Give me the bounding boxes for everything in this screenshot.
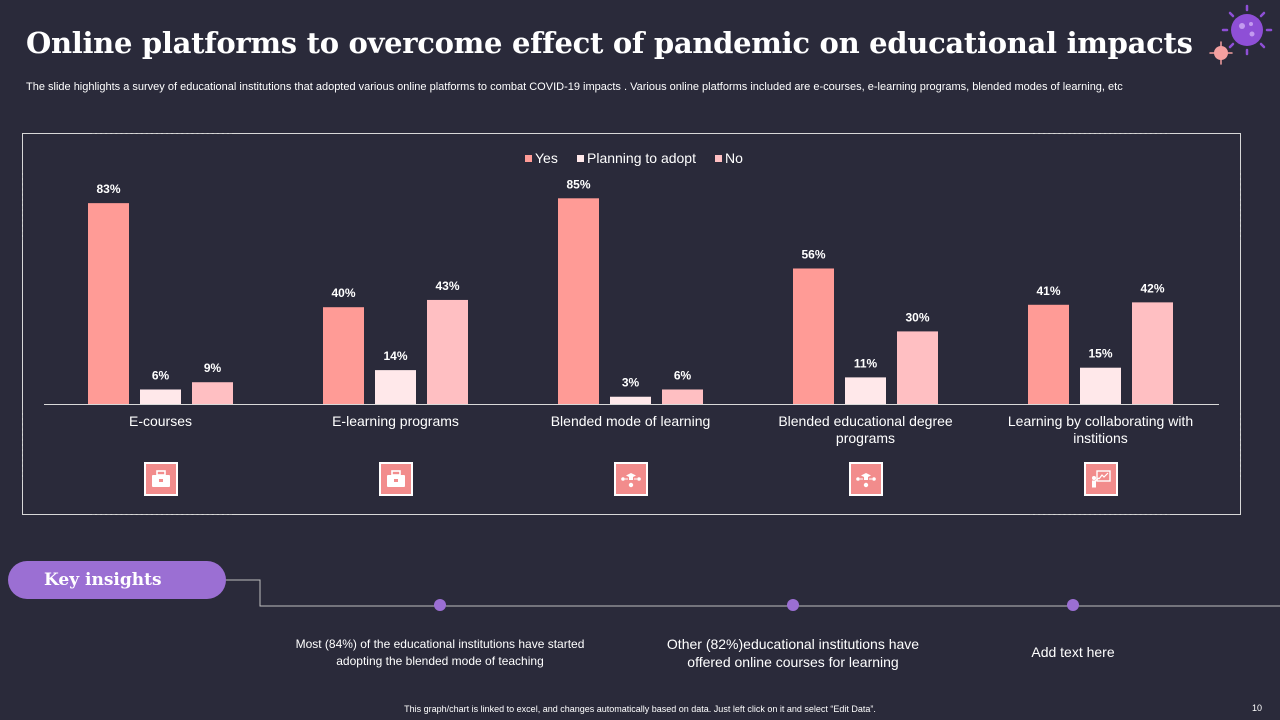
- data-label: 30%: [905, 310, 929, 324]
- chart-data-labels: 83% 6% 9% 40% 14% 43% 85% 3% 6% 56% 11% 30% 41% 15% 42…: [96, 177, 1164, 389]
- teacher-board-icon: [1083, 462, 1118, 496]
- slide-title: Online platforms to overcome effect of p…: [26, 26, 1193, 60]
- bar-yes: [323, 307, 364, 404]
- bar-no: [427, 299, 468, 404]
- bar-no: [192, 382, 233, 404]
- data-label: 56%: [801, 247, 825, 261]
- bar-planning-to-adopt: [140, 389, 181, 404]
- frame-dash: [1030, 514, 1170, 515]
- graduate-network-icon: [848, 462, 883, 496]
- briefcase-icon: [378, 462, 413, 496]
- data-label: 3%: [622, 376, 640, 390]
- insight-text-2: Other (82%)educational institutions have…: [666, 636, 920, 670]
- legend-swatch: [715, 155, 722, 162]
- insight-text-3: Add text here: [1031, 644, 1115, 660]
- x-tick-label: Blended mode of learning: [551, 413, 711, 429]
- insight-dot: [787, 599, 799, 611]
- data-label: 6%: [152, 368, 170, 382]
- x-tick-label: E-courses: [129, 413, 192, 429]
- data-label: 41%: [1036, 284, 1060, 298]
- page-number: 10: [1252, 703, 1263, 713]
- briefcase-icon: [143, 462, 178, 496]
- legend-entry: Yes: [535, 150, 558, 166]
- bar-no: [662, 389, 703, 404]
- x-tick-label: programs: [836, 430, 895, 446]
- frame-dash: [92, 133, 232, 134]
- bar-chart: Yes Planning to adopt No 83%6%9%40%14%43%8…: [44, 150, 1219, 446]
- data-label: 6%: [674, 368, 692, 382]
- data-label: 15%: [1088, 347, 1112, 361]
- data-label: 9%: [204, 361, 222, 375]
- data-label: 14%: [383, 349, 407, 363]
- chart-frame: [22, 133, 1241, 515]
- insight-dot: [434, 599, 446, 611]
- x-tick-label: Blended educational degree: [778, 413, 953, 429]
- graduate-network-icon: [613, 462, 648, 496]
- bar-yes: [1028, 304, 1069, 404]
- frame-dash: [1240, 170, 1241, 240]
- legend-entry: Planning to adopt: [587, 150, 696, 166]
- data-label: 42%: [1140, 281, 1164, 295]
- data-label: 40%: [331, 286, 355, 300]
- bar-yes: [88, 203, 129, 404]
- x-tick-label: Learning by collaborating with: [1008, 413, 1193, 429]
- footer-note: This graph/chart is linked to excel, and…: [404, 704, 876, 714]
- chart-x-axis: E-courses E-learning programs Blended mode…: [44, 404, 1219, 446]
- frame-dash: [22, 410, 23, 480]
- bar-planning-to-adopt: [375, 370, 416, 404]
- legend-entry: No: [725, 150, 743, 166]
- bar-no: [897, 331, 938, 404]
- bar-no: [1132, 302, 1173, 404]
- frame-dash: [1240, 410, 1241, 480]
- slide-subtitle: The slide highlights a survey of educati…: [26, 81, 1123, 93]
- key-insights-pill: Key insights: [8, 561, 226, 599]
- bar-planning-to-adopt: [845, 377, 886, 404]
- data-label: 83%: [96, 182, 120, 196]
- bar-yes: [793, 268, 834, 404]
- data-label: 11%: [854, 356, 878, 370]
- legend-swatch: [577, 155, 584, 162]
- data-label: 85%: [566, 177, 590, 191]
- frame-dash: [22, 170, 23, 240]
- bar-planning-to-adopt: [1080, 367, 1121, 404]
- virus-icon: [1209, 4, 1273, 65]
- insight-connector: [226, 579, 1280, 607]
- legend-swatch: [525, 155, 532, 162]
- chart-bars: [88, 198, 1173, 404]
- insight-text-1: Most (84%) of the educational institutio…: [295, 637, 585, 668]
- bar-planning-to-adopt: [610, 396, 651, 404]
- data-label: 43%: [435, 279, 459, 293]
- x-tick-label: E-learning programs: [332, 413, 459, 429]
- frame-dash: [1030, 133, 1170, 134]
- x-tick-label: institions: [1073, 430, 1127, 446]
- chart-legend: Yes Planning to adopt No: [525, 150, 743, 166]
- insight-dot: [1067, 599, 1079, 611]
- bar-yes: [558, 198, 599, 404]
- frame-dash: [92, 514, 232, 515]
